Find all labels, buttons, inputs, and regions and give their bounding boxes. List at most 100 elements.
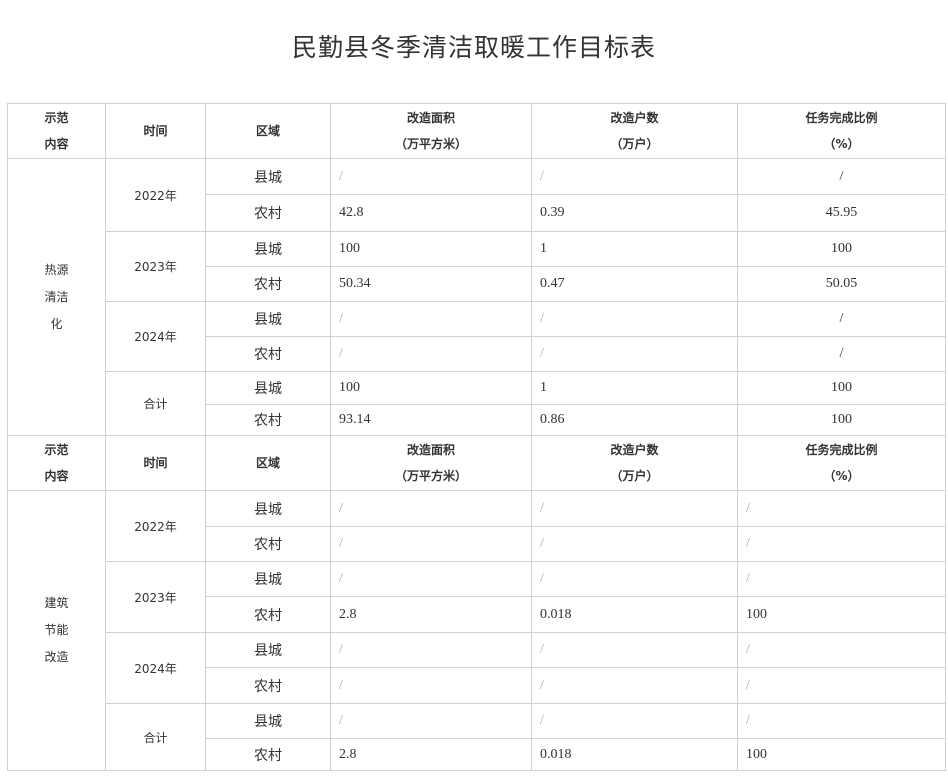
header-col6: 任务完成比例 （%） <box>737 103 946 159</box>
cell-line: 改造面积 <box>406 111 455 125</box>
cell-line: 改造面积 <box>406 443 455 457</box>
table-row: 2024年 县城 / / / <box>8 632 946 704</box>
table-row: 2023年 县城 / / / <box>8 561 946 633</box>
area-cell: 农村 <box>205 404 331 436</box>
pct-cell: 100 <box>737 371 946 405</box>
size-cell: / <box>330 301 532 337</box>
table-row: 农村 93.14 0.86 100 <box>8 404 946 436</box>
cell-line: 清洁 <box>44 289 69 304</box>
pct-cell: 100 <box>737 231 946 267</box>
cell-line: 改造户数 <box>610 443 659 457</box>
table-row: 农村 / / / <box>8 336 946 372</box>
header-area: 区域 <box>205 103 331 159</box>
header-time: 时间 <box>105 435 206 491</box>
table-row: 合计 县城 / / / <box>8 703 946 771</box>
area-cell: 县城 <box>205 561 331 597</box>
households-cell: / <box>531 158 738 195</box>
table-row: 农村 / / / <box>8 526 946 562</box>
size-cell: / <box>330 632 532 668</box>
target-table: 示范 内容 时间 区域 改造面积 （万平方米） 改造户数 （万户） 任务完成比例 （%） 热源 清洁化… <box>7 103 946 771</box>
cell-line: 示范 <box>44 443 69 457</box>
area-cell: 县城 <box>205 301 331 337</box>
pct-cell: / <box>737 632 946 668</box>
period-cell: 2023年 <box>105 231 206 302</box>
cell-line: （万户） <box>610 137 659 151</box>
cell-line: 内容 <box>44 137 69 151</box>
households-cell: 0.86 <box>531 404 738 436</box>
households-cell: / <box>531 336 738 372</box>
header-area: 区域 <box>205 435 331 491</box>
households-cell: 0.018 <box>531 738 738 771</box>
cell-line: 内容 <box>44 469 69 483</box>
pct-cell: / <box>737 301 946 337</box>
area-cell: 农村 <box>205 336 331 372</box>
header-col4: 改造面积 （万平方米） <box>330 435 532 491</box>
pct-cell: 50.05 <box>737 266 946 302</box>
households-cell: 0.018 <box>531 596 738 633</box>
size-cell: / <box>330 490 532 527</box>
households-cell: / <box>531 667 738 704</box>
table-row: 2024年 县城 / / / <box>8 301 946 372</box>
header-row: 示范内容 时间 区域 改造面积 （万平方米） 改造户数 （万户） 任务完成比例 （%） <box>7 435 946 491</box>
cell-line: （万平方米） <box>394 137 467 151</box>
households-cell: / <box>531 526 738 562</box>
size-cell: 93.14 <box>330 404 532 436</box>
size-cell: / <box>330 336 532 372</box>
header-col6: 任务完成比例 （%） <box>737 435 946 491</box>
table-row: 建筑 节能 改造 2022年 县城 / / / <box>7 490 946 771</box>
area-cell: 农村 <box>205 526 331 562</box>
area-cell: 县城 <box>205 158 331 195</box>
period-cell: 2023年 <box>105 561 206 633</box>
pct-cell: / <box>737 561 946 597</box>
area-cell: 县城 <box>205 490 331 527</box>
area-cell: 农村 <box>205 738 331 771</box>
table-row: 农村 42.8 0.39 45.95 <box>8 194 946 232</box>
households-cell: / <box>531 561 738 597</box>
households-cell: 0.39 <box>531 194 738 232</box>
size-cell: / <box>330 158 532 195</box>
cell-line: （万平方米） <box>394 469 467 483</box>
cell-line: 改造 <box>44 650 69 664</box>
pct-cell: / <box>737 336 946 372</box>
area-cell: 县城 <box>205 632 331 668</box>
households-cell: 1 <box>531 231 738 267</box>
cell-line: （%） <box>823 469 860 483</box>
area-cell: 农村 <box>205 596 331 633</box>
size-cell: 100 <box>330 231 532 267</box>
period-cell: 合计 <box>105 703 206 771</box>
pct-cell: / <box>737 703 946 739</box>
header-col4: 改造面积 （万平方米） <box>330 103 532 159</box>
area-cell: 县城 <box>205 371 331 405</box>
period-cell: 2022年 <box>105 490 206 562</box>
header-content: 示范 内容 <box>7 103 106 159</box>
households-cell: / <box>531 703 738 739</box>
pct-cell: 100 <box>737 404 946 436</box>
pct-cell: / <box>737 667 946 704</box>
cell-line: （万户） <box>610 469 659 483</box>
size-cell: 42.8 <box>330 194 532 232</box>
size-cell: 2.8 <box>330 738 532 771</box>
header-col5: 改造户数 （万户） <box>531 103 738 159</box>
pct-cell: / <box>737 490 946 527</box>
period-cell: 合计 <box>105 371 206 436</box>
size-cell: 50.34 <box>330 266 532 302</box>
households-cell: 0.47 <box>531 266 738 302</box>
size-cell: / <box>330 526 532 562</box>
pct-cell: / <box>737 158 946 195</box>
period-cell: 2024年 <box>105 632 206 704</box>
households-cell: / <box>531 301 738 337</box>
table-row: 合计 县城 100 1 100 <box>8 371 946 436</box>
pct-cell: / <box>737 526 946 562</box>
area-cell: 县城 <box>205 703 331 739</box>
table-row: 农村 2.8 0.018 100 <box>8 738 946 771</box>
households-cell: 1 <box>531 371 738 405</box>
cell-line: 示范 <box>44 111 69 125</box>
pct-cell: 100 <box>737 738 946 771</box>
cell-line: 建筑 <box>44 596 69 610</box>
cell-line: 改造户数 <box>610 111 659 125</box>
table-row: 农村 50.34 0.47 50.05 <box>8 266 946 302</box>
page-title: 民勤县冬季清洁取暖工作目标表 <box>291 33 656 62</box>
section-name: 热源 清洁化 <box>7 158 106 436</box>
size-cell: 100 <box>330 371 532 405</box>
area-cell: 县城 <box>205 231 331 267</box>
